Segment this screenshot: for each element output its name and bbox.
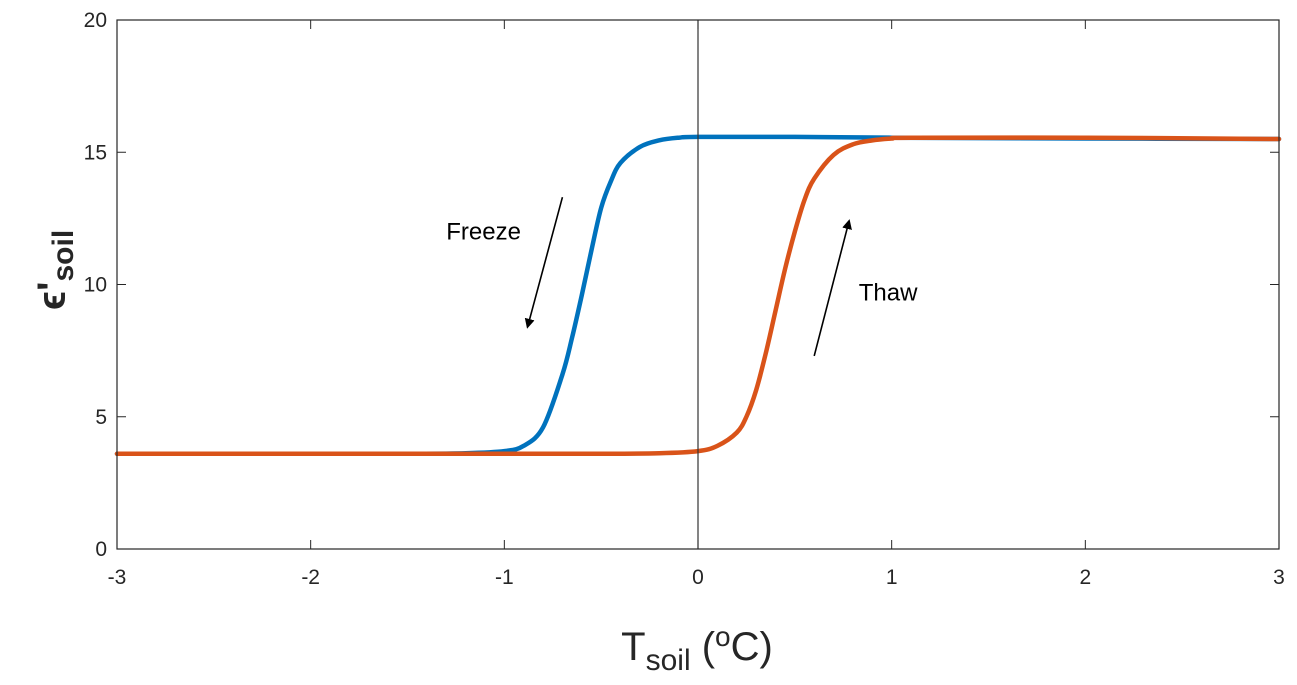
x-tick-label: 3 (1273, 566, 1285, 589)
series-layer (114, 134, 1282, 457)
x-tick-label: -3 (108, 566, 127, 589)
y-tick-label: 5 (95, 406, 107, 429)
x-axis-label: Tsoil (oC) (621, 621, 773, 677)
y-tick-label: 20 (84, 9, 107, 32)
x-tick-label: 1 (886, 566, 898, 589)
y-tick-label: 15 (84, 141, 107, 164)
annotations-layer: Freeze Thaw (446, 197, 918, 357)
y-tick-label: 10 (84, 274, 107, 297)
x-tick-label: 0 (692, 566, 704, 589)
x-tick-label: -2 (301, 566, 320, 589)
series-2-line (114, 135, 1282, 457)
annotation-label: Thaw (859, 279, 918, 306)
annotation-arrow (813, 219, 852, 357)
annotation-arrow (524, 197, 564, 329)
axes-layer: -3 -2 -1 0 1 2 3 0 5 10 15 20 (84, 9, 1285, 589)
annotation-label: Freeze (446, 219, 521, 246)
x-tick-label: 2 (1079, 566, 1091, 589)
y-axis-label: ϵ'soil (30, 230, 80, 310)
y-tick-label: 0 (95, 538, 107, 561)
x-tick-label: -1 (495, 566, 514, 589)
